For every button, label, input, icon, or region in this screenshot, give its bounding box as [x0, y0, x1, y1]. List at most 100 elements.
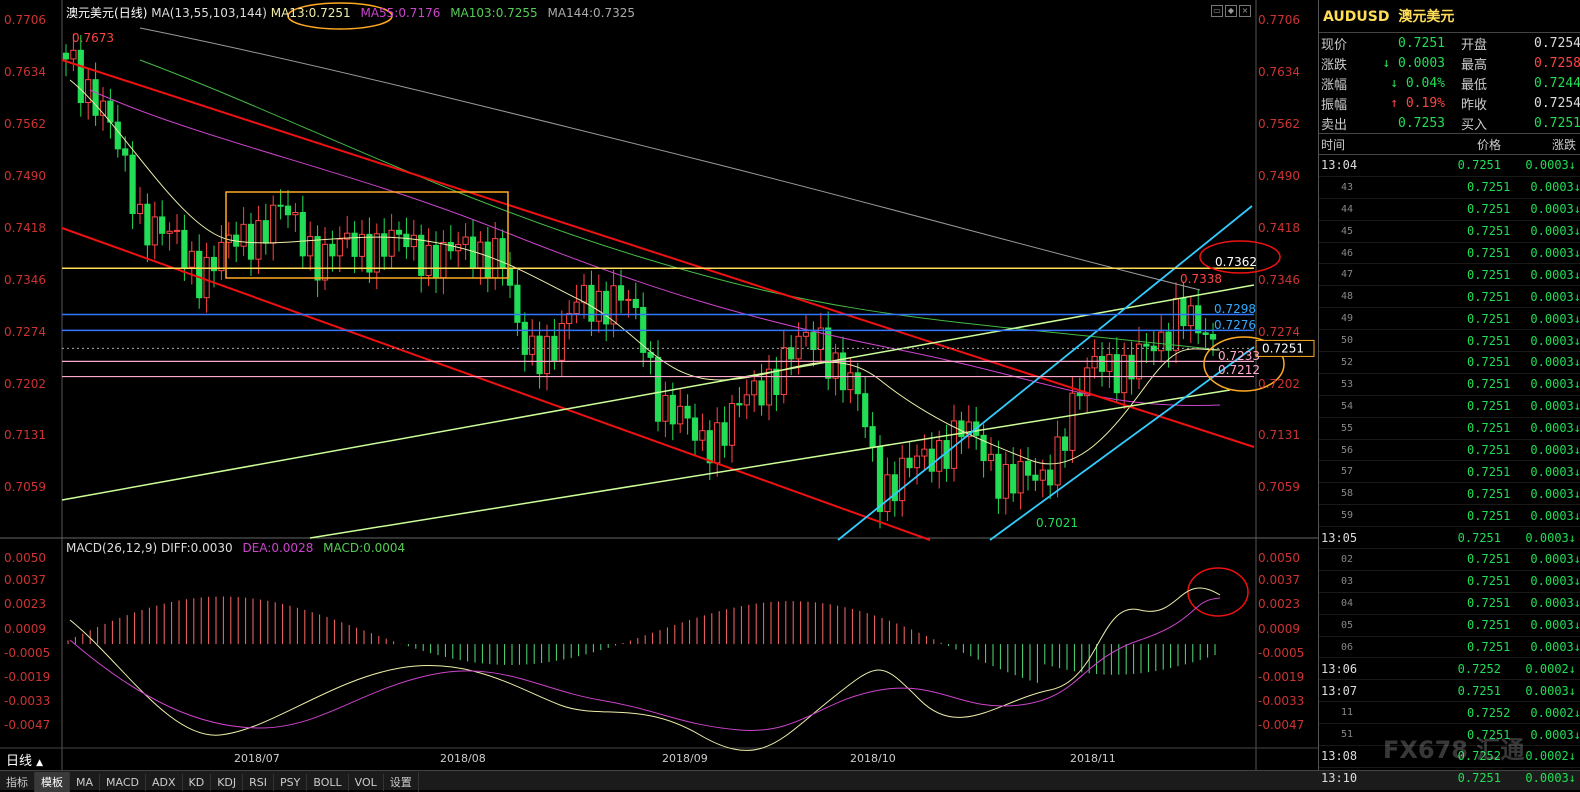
window-move-icon[interactable]: ◆	[1225, 5, 1237, 17]
quote-row: 涨幅 ↓ 0.04% 最低 0.7244	[1319, 73, 1580, 93]
indicator-tab-指标[interactable]: 指标	[0, 772, 35, 792]
candle-body	[62, 52, 70, 60]
green-trendline-lower	[309, 389, 1231, 539]
candle-body	[447, 241, 454, 252]
tick-price: 0.7251	[1457, 683, 1501, 698]
price-tick-left: 0.7131	[4, 428, 46, 443]
indicator-tab-RSI[interactable]: RSI	[243, 774, 275, 791]
price-tick-right: 0.7131	[1258, 428, 1300, 443]
indicator-tab-BOLL[interactable]: BOLL	[307, 774, 349, 791]
indicator-tab-VOL[interactable]: VOL	[349, 774, 384, 791]
date-tick: 2018/10	[850, 752, 896, 765]
candle-body	[965, 421, 972, 438]
candle-body	[1076, 392, 1083, 397]
indicator-tab-模板[interactable]: 模板	[35, 772, 70, 792]
tick-price: 0.7251	[1467, 727, 1511, 742]
candle-body	[321, 243, 329, 281]
ma13-value: MA13:0.7251	[270, 6, 351, 20]
indicator-tab-ADX[interactable]: ADX	[146, 774, 183, 791]
window-restore-icon[interactable]: ▭	[1211, 5, 1223, 17]
candle-body	[425, 244, 432, 276]
indicator-tab-KD[interactable]: KD	[183, 774, 212, 791]
candle-body	[1209, 333, 1217, 340]
tick-time: 04	[1341, 597, 1354, 609]
candle-body	[558, 323, 565, 361]
window-close-icon[interactable]: ×	[1239, 5, 1251, 17]
candle-body	[1106, 354, 1113, 372]
tick-change: 0.0003↓	[1525, 158, 1576, 173]
tick-time: 06	[1341, 641, 1354, 653]
candle-body	[854, 372, 861, 395]
candle-body	[1017, 460, 1024, 494]
tick-time: 43	[1341, 181, 1354, 193]
price-tick-right: 0.7274	[1258, 324, 1300, 339]
date-tick: 2018/08	[440, 752, 486, 765]
indicator-tab-KDJ[interactable]: KDJ	[211, 774, 244, 791]
tick-row: 52 0.7251 0.0003↓	[1319, 352, 1580, 374]
candle-body	[1202, 332, 1209, 335]
candle-body	[395, 229, 403, 235]
candle-body	[247, 223, 255, 260]
red-channel-lower	[61, 227, 931, 541]
tick-price: 0.7251	[1467, 311, 1511, 326]
candle-body	[580, 284, 588, 303]
candle-body	[714, 422, 721, 464]
candle-body	[440, 241, 447, 279]
indicator-tab-MA[interactable]: MA	[70, 774, 101, 791]
tick-time: 57	[1341, 466, 1354, 478]
tick-time: 46	[1341, 247, 1354, 259]
chart-area[interactable]: 0.7673 0.7021 0.7338 0.7362 0.7298 0.7276 0.72…	[0, 0, 1318, 770]
tick-price: 0.7251	[1467, 267, 1511, 282]
tick-row: 58 0.7251 0.0003↓	[1319, 483, 1580, 506]
quote-value: ↓ 0.0003	[1382, 55, 1445, 71]
price-chart[interactable]: 0.76730.70210.73380.73620.72980.72760.72…	[0, 0, 1318, 770]
tick-time: 02	[1341, 553, 1354, 565]
candle-body	[1061, 436, 1069, 451]
tick-row: 06 0.7251 0.0003↓	[1319, 637, 1580, 659]
indicator-tab-PSY[interactable]: PSY	[274, 774, 308, 791]
tick-row: 03 0.7251 0.0003↓	[1319, 571, 1580, 593]
tick-time: 49	[1341, 313, 1354, 325]
macd-tick-right: -0.0033	[1258, 693, 1305, 708]
tick-list[interactable]: 13:04 0.7251 0.0003↓ 43 0.7251 0.0003↓ 44 0.725…	[1319, 155, 1580, 790]
tick-price: 0.7251	[1467, 202, 1511, 217]
date-tick: 2018/09	[662, 752, 708, 765]
tick-time: 55	[1341, 422, 1354, 434]
candle-body	[166, 230, 173, 234]
candle-body	[869, 426, 876, 448]
tick-time: 58	[1341, 488, 1354, 500]
candle-body	[1172, 297, 1180, 351]
tick-row: 48 0.7251 0.0003↓	[1319, 286, 1580, 309]
period-label[interactable]: 日线 ▲	[6, 754, 44, 769]
tick-change: 0.0002↓	[1525, 661, 1576, 676]
candle-body	[336, 238, 343, 257]
tick-row: 13:06 0.7252 0.0002↓	[1319, 658, 1580, 681]
macd-tick-right: 0.0023	[1258, 597, 1300, 612]
ma13-line	[69, 79, 1221, 465]
candle-body	[351, 232, 358, 257]
candle-body	[255, 220, 262, 260]
tick-row: 05 0.7251 0.0003↓	[1319, 615, 1580, 637]
tick-row: 53 0.7251 0.0003↓	[1319, 374, 1580, 396]
tick-row: 13:04 0.7251 0.0003↓	[1319, 155, 1580, 177]
candle-body	[225, 234, 232, 243]
macd-tick-left: -0.0005	[4, 645, 51, 660]
candle-body	[677, 405, 684, 425]
candle-body	[144, 203, 151, 246]
tick-row: 13:07 0.7251 0.0003↓	[1319, 680, 1580, 703]
indicator-tab-MACD[interactable]: MACD	[100, 774, 146, 791]
annotation-recent-high: 0.7338	[1180, 272, 1222, 286]
candle-body	[825, 327, 832, 379]
quote-value: 0.7254	[1534, 35, 1580, 51]
tick-row: 02 0.7251 0.0003↓	[1319, 549, 1580, 571]
date-tick: 2018/07	[234, 752, 280, 765]
price-tick-left: 0.7274	[4, 324, 46, 339]
candle-body	[1128, 354, 1135, 380]
candle-body	[654, 356, 662, 422]
indicator-tab-设置[interactable]: 设置	[384, 772, 419, 792]
ticks-header: 时间 价格 涨跌	[1319, 133, 1580, 155]
quote-value: 0.7251	[1534, 115, 1580, 131]
candle-body	[344, 232, 351, 240]
tick-change: 0.0003↓	[1530, 727, 1580, 742]
candle-body	[484, 241, 491, 279]
